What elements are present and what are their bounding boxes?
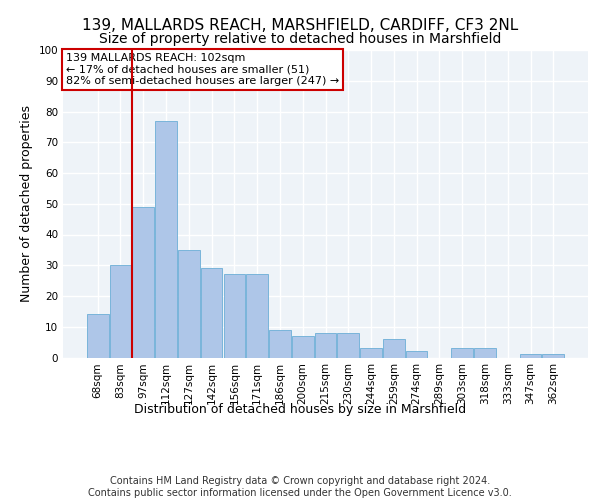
Bar — [406, 352, 427, 358]
Y-axis label: Number of detached properties: Number of detached properties — [20, 106, 33, 302]
Text: 139, MALLARDS REACH, MARSHFIELD, CARDIFF, CF3 2NL: 139, MALLARDS REACH, MARSHFIELD, CARDIFF… — [82, 18, 518, 32]
Bar — [87, 314, 109, 358]
Bar — [155, 120, 177, 358]
Bar — [474, 348, 496, 358]
Bar — [201, 268, 223, 358]
Bar — [383, 339, 404, 357]
Text: 139 MALLARDS REACH: 102sqm
← 17% of detached houses are smaller (51)
82% of semi: 139 MALLARDS REACH: 102sqm ← 17% of deta… — [65, 53, 339, 86]
Bar — [451, 348, 473, 358]
Bar — [520, 354, 541, 358]
Bar — [542, 354, 564, 358]
Bar — [133, 207, 154, 358]
Text: Size of property relative to detached houses in Marshfield: Size of property relative to detached ho… — [99, 32, 501, 46]
Bar — [337, 333, 359, 357]
Bar — [247, 274, 268, 357]
Bar — [292, 336, 314, 357]
Text: Contains HM Land Registry data © Crown copyright and database right 2024.
Contai: Contains HM Land Registry data © Crown c… — [88, 476, 512, 498]
Bar — [360, 348, 382, 358]
Bar — [224, 274, 245, 357]
Bar — [110, 265, 131, 358]
Bar — [269, 330, 291, 357]
Text: Distribution of detached houses by size in Marshfield: Distribution of detached houses by size … — [134, 402, 466, 415]
Bar — [314, 333, 337, 357]
Bar — [178, 250, 200, 358]
